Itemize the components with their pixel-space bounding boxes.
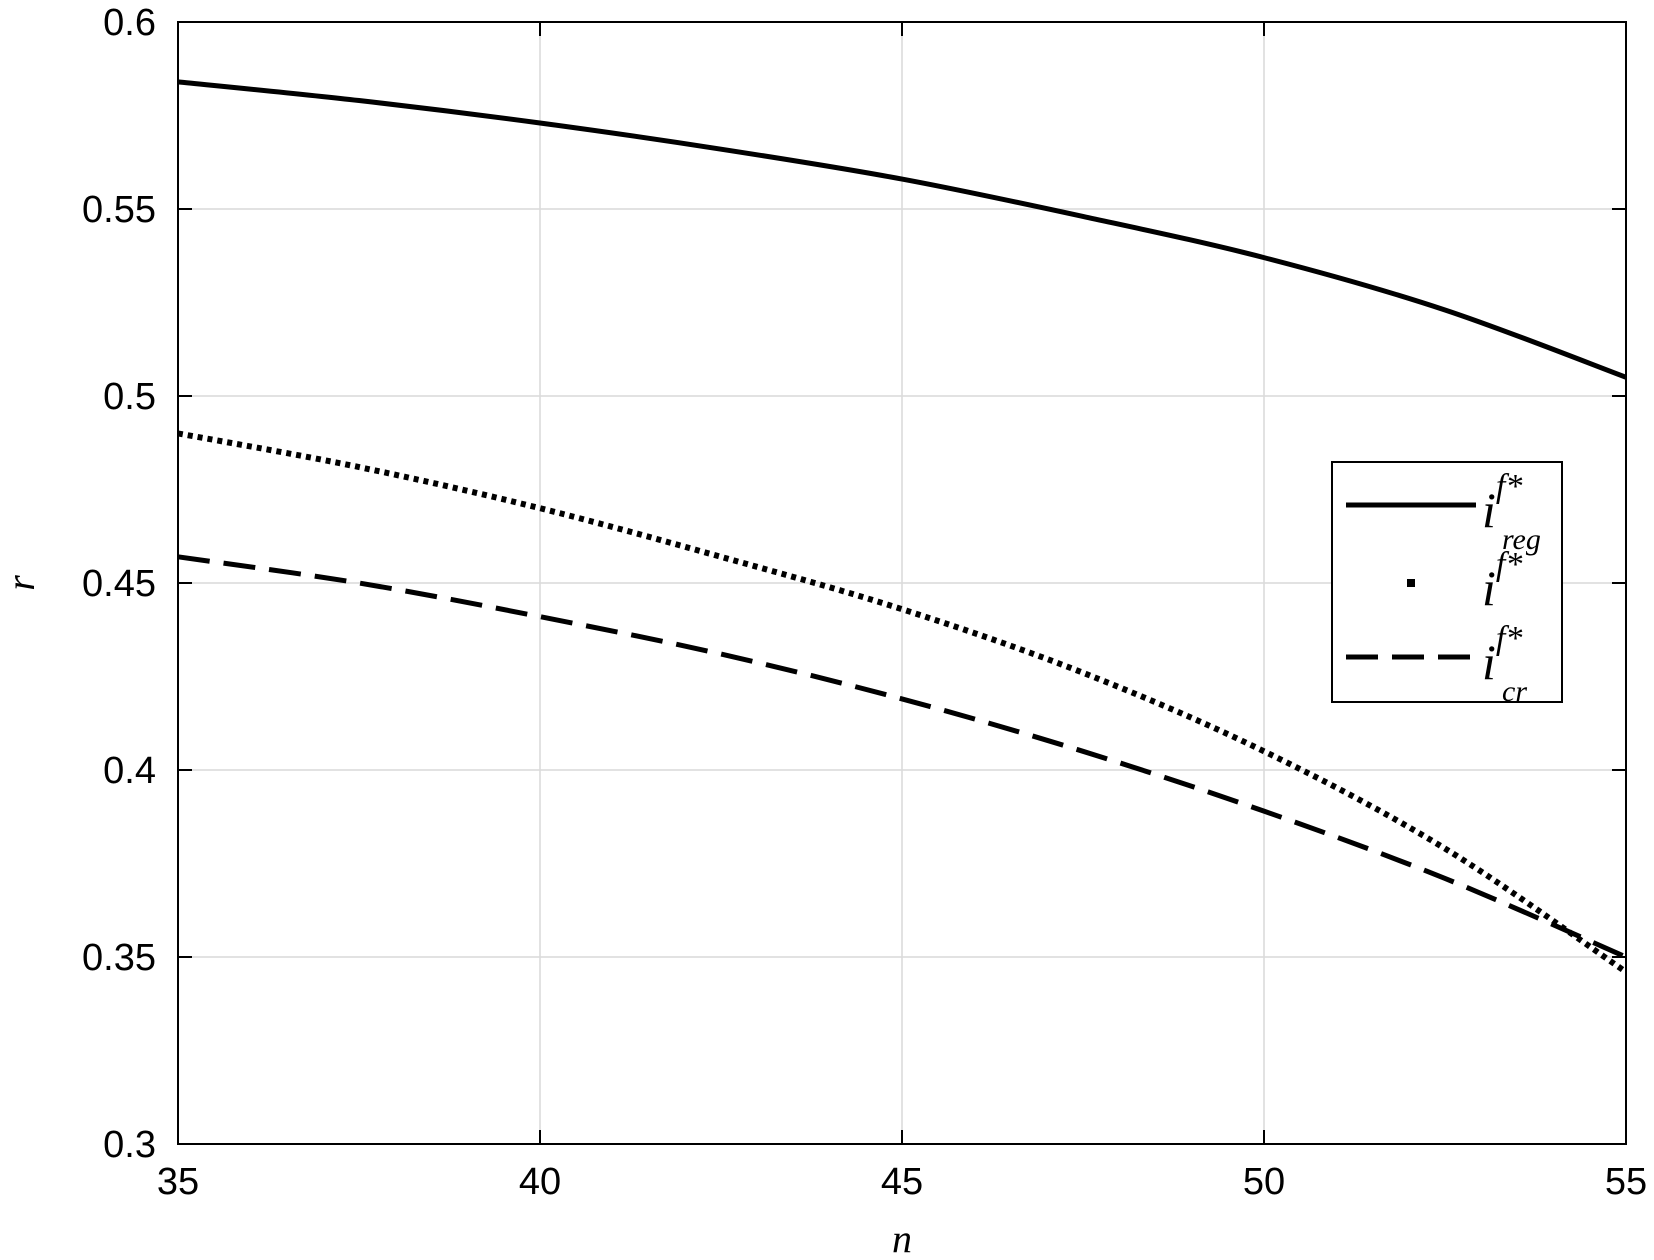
y-tick-label: 0.35 [82,937,156,979]
legend-label-2: if* [1482,546,1522,616]
series-line-2 [177,430,1628,975]
series-group [177,79,1628,975]
series-line-1 [177,79,1627,380]
x-tick-label: 50 [1243,1161,1285,1203]
legend-label-base: i [1482,560,1496,616]
ticks [177,21,1627,1145]
y-axis-label: r [0,575,43,591]
legend-label-sub: reg [1502,523,1541,556]
legend-label-sub: cr [1502,675,1527,708]
y-tick-label: 0.45 [82,563,156,605]
y-tick-label: 0.6 [103,2,156,44]
legend-label-base: i [1482,634,1496,690]
x-tick-label: 45 [881,1161,923,1203]
y-tick-label: 0.3 [103,1124,156,1166]
grid [177,21,1627,1145]
series-line-3 [177,554,1627,960]
legend-label-sup: f* [1496,546,1522,583]
legend-label-base: i [1482,482,1496,538]
y-tick-label: 0.4 [103,750,156,792]
x-tick-label: 40 [519,1161,561,1203]
x-tick-label: 55 [1605,1161,1647,1203]
legend-box [1331,461,1563,703]
legend-label-3: if* cr [1482,620,1527,708]
y-tick-label: 0.5 [103,376,156,418]
legend-label-sup: f* [1496,468,1522,505]
legend-label-sup: f* [1496,620,1522,657]
x-tick-label: 35 [157,1161,199,1203]
legend-label-1: if* reg [1482,468,1541,556]
x-axis-label: n [892,1216,912,1260]
y-tick-label: 0.55 [82,189,156,231]
tick-labels: 35 40 45 50 55 0.3 0.35 0.4 0.45 0.5 0.55 0.6 [82,2,1647,1203]
